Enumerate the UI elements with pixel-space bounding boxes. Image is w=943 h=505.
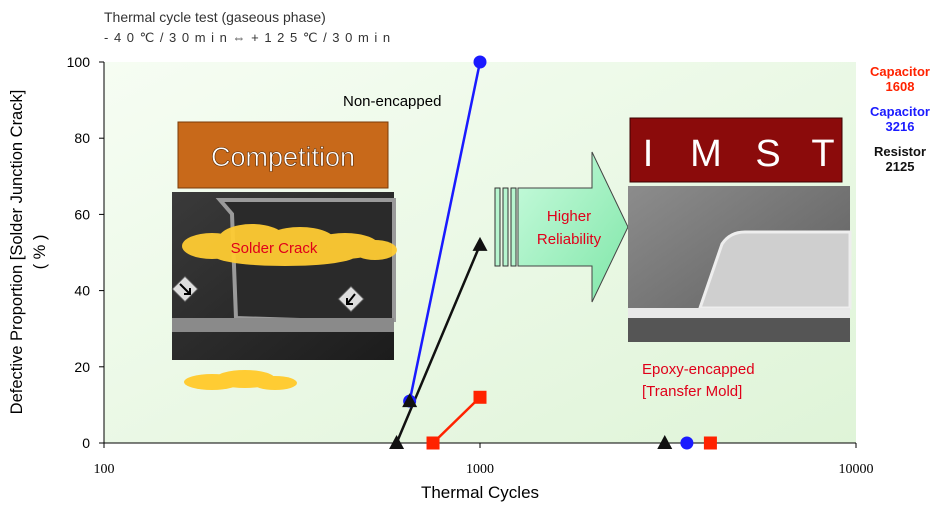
data-point-resistor-2125	[472, 236, 488, 251]
data-point-resistor-2125	[402, 393, 418, 408]
crack-arrow-right	[337, 285, 365, 313]
series-line-resistor-2125	[395, 244, 482, 443]
arrow-body	[517, 151, 629, 303]
temperature-cycle-caption: - 4 0 ℃ / 3 0 m i n ⇔ + 1 2 5 ℃ / 3 0 m …	[104, 30, 392, 45]
series-line-capacitor-1608	[432, 396, 481, 443]
data-point-capacitor-1608	[703, 436, 717, 450]
data-point-capacitor-1608	[426, 436, 440, 450]
solder-crack-label: Solder Crack	[231, 240, 318, 257]
legend-label-line2: 1608	[885, 79, 915, 94]
legend-label-line2: 3216	[885, 119, 915, 134]
y-tick-label: 60	[74, 206, 90, 222]
transfer-mold-label: [Transfer Mold]	[642, 383, 742, 400]
imst-base	[628, 318, 850, 342]
encapped-joint	[697, 230, 852, 310]
arrow-tail-bar	[510, 187, 517, 267]
y-tick-label: 20	[74, 359, 90, 375]
x-axis-title: Thermal Cycles	[421, 483, 539, 502]
arrow-tail-bar	[494, 187, 501, 267]
imst-letter-m: M	[690, 133, 722, 175]
y-tick-label: 100	[67, 54, 91, 70]
crack-arrow-left	[171, 275, 199, 303]
imst-box	[629, 117, 843, 183]
legend-label-line1: Resistor	[873, 144, 927, 159]
legend-label-line1: Capacitor	[870, 104, 930, 119]
solder-crack-cloud	[182, 224, 397, 266]
data-point-resistor-2125	[389, 435, 405, 449]
imst-letter-s: S	[755, 133, 780, 175]
higher-reliability-arrow: Higher Reliability	[494, 151, 629, 303]
competition-box	[177, 121, 389, 189]
arrow-tail-bar	[502, 187, 509, 267]
x-tick-label: 100	[94, 462, 115, 477]
decorative-cloud	[184, 370, 297, 390]
imst-letter-t: T	[811, 133, 834, 175]
imst-letter-i: I	[643, 133, 654, 175]
legend-resistor-2125: Resistor 2125	[860, 144, 940, 174]
y-axis-title: Defective Proportion [Solder Junction Cr…	[8, 90, 26, 415]
imst-substrate	[628, 308, 850, 318]
series-line-capacitor-3216	[408, 62, 482, 402]
competition-label: Competition	[211, 142, 355, 172]
higher-label: Higher	[547, 208, 591, 225]
data-point-capacitor-1608	[473, 390, 487, 404]
substrate-band	[172, 318, 394, 332]
imst-panel: I M S T Epoxy-encapped [Transfer Mold]	[628, 117, 852, 400]
epoxy-encapped-label: Epoxy-encapped	[642, 361, 755, 378]
legend-label-line1: Capacitor	[870, 64, 930, 79]
x-tick-label: 10000	[839, 462, 874, 477]
legend-label-line2: 2125	[885, 159, 915, 174]
y-axis-unit: ( % )	[31, 235, 49, 270]
legend-capacitor-1608: Capacitor 1608	[860, 64, 940, 94]
non-encapped-label: Non-encapped	[343, 93, 441, 110]
competition-panel: Competition Solder Crack	[171, 121, 397, 390]
test-condition-caption: Thermal cycle test (gaseous phase)	[104, 9, 326, 25]
data-point-capacitor-3216	[473, 55, 487, 69]
legend-capacitor-3216: Capacitor 3216	[860, 104, 940, 134]
y-tick-label: 80	[74, 130, 90, 146]
data-point-resistor-2125	[657, 435, 673, 449]
x-tick-label: 1000	[466, 462, 494, 477]
y-tick-label: 40	[74, 283, 90, 299]
data-point-capacitor-3216	[680, 436, 694, 450]
y-tick-label: 0	[82, 435, 90, 451]
reliability-label: Reliability	[537, 231, 602, 248]
